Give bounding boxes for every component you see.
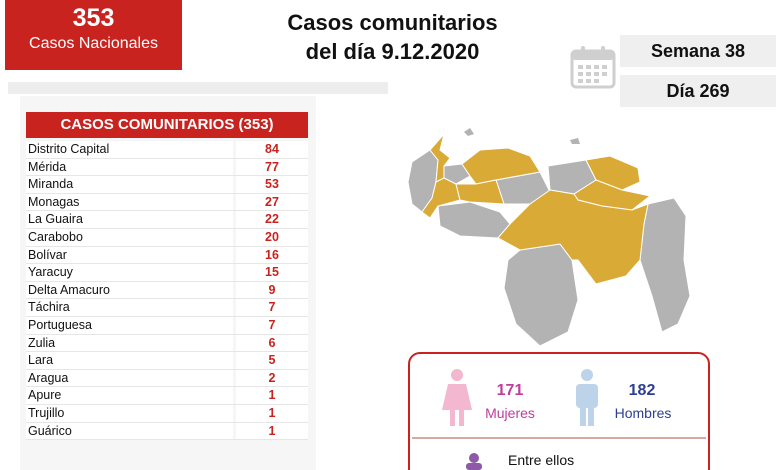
table-row: Delta Amacuro 9 (26, 281, 308, 300)
state-cases: 1 (233, 422, 308, 440)
state-name: Aragua (28, 370, 69, 385)
male-person-icon (576, 369, 598, 426)
state-cases: 6 (233, 334, 308, 352)
state-name: Delta Amacuro (28, 282, 110, 297)
state-name: La Guaira (28, 212, 83, 227)
divider-strip (8, 82, 388, 94)
state-cases: 20 (233, 228, 308, 246)
state-cases: 5 (233, 352, 308, 369)
state-cases: 1 (233, 387, 308, 404)
venezuela-map (407, 128, 691, 347)
table-row: Guárico 1 (26, 422, 308, 441)
male-count: 182 (628, 382, 656, 399)
table-row: Miranda 53 (26, 176, 308, 194)
table-row: Aragua 2 (26, 369, 308, 388)
state-cases: 2 (233, 369, 308, 387)
state-name: Zulia (28, 335, 56, 350)
gender-divider (412, 437, 706, 439)
state-cases: 7 (233, 316, 308, 334)
map-region-bolivar (497, 189, 649, 285)
table-row: Apure 1 (26, 387, 308, 405)
state-cases: 53 (233, 176, 308, 193)
map-region-west (429, 133, 451, 183)
map-region-amazonas (503, 243, 579, 347)
national-cases-number: 353 (72, 4, 115, 32)
state-name: Monagas (28, 194, 80, 209)
table-row: Distrito Capital 84 (26, 141, 308, 159)
state-name: Apure (28, 388, 62, 403)
state-name: Miranda (28, 177, 74, 192)
female-count: 171 (496, 382, 524, 399)
table-row: Carabobo 20 (26, 228, 308, 247)
map-region-portuguesa (455, 179, 505, 205)
female-person-icon (442, 369, 472, 426)
national-cases-card: 353 Casos Nacionales (5, 0, 182, 70)
week-box: Semana 38 (620, 35, 776, 67)
table-row: Monagas 27 (26, 193, 308, 212)
entre-ellos-text: Entre ellos (508, 452, 575, 468)
map-region-center (461, 147, 541, 185)
state-cases: 15 (233, 264, 308, 281)
state-cases: 27 (233, 193, 308, 211)
table-row: Trujillo 1 (26, 404, 308, 423)
table-row: Yaracuy 15 (26, 264, 308, 282)
national-cases-label: Casos Nacionales (29, 35, 158, 52)
state-cases: 84 (233, 141, 308, 158)
state-name: Yaracuy (28, 265, 73, 280)
state-cases: 16 (233, 246, 308, 264)
state-name: Guárico (28, 423, 72, 438)
table-row: Bolívar 16 (26, 246, 308, 265)
state-name: Trujillo (28, 405, 65, 420)
day-box: Día 269 (620, 75, 776, 107)
map-region-essequibo (639, 197, 691, 333)
state-name: Lara (28, 353, 54, 368)
state-name: Portuguesa (28, 317, 92, 332)
state-name: Táchira (28, 300, 70, 315)
calendar-icon (570, 46, 616, 89)
title-line-2: del día 9.12.2020 (305, 39, 480, 64)
table-row: Zulia 6 (26, 334, 308, 353)
map-region-apure (437, 201, 511, 239)
map-region-islands (464, 128, 580, 144)
state-cases: 7 (233, 299, 308, 316)
female-label: Mujeres (485, 405, 535, 421)
page-title: Casos comunitarios del día 9.12.2020 (250, 8, 535, 66)
state-name: Carabobo (28, 229, 83, 244)
state-cases: 77 (233, 158, 308, 176)
table-row: Lara 5 (26, 352, 308, 370)
table-row: Táchira 7 (26, 299, 308, 317)
state-cases: 22 (233, 211, 308, 228)
cases-table: Distrito Capital 84 Mérida 77 Miranda 53 Monag… (26, 141, 308, 441)
table-row: La Guaira 22 (26, 211, 308, 229)
state-name: Distrito Capital (28, 142, 110, 156)
male-label: Hombres (614, 405, 672, 421)
state-name: Mérida (28, 159, 67, 174)
state-cases: 9 (233, 281, 308, 299)
title-line-1: Casos comunitarios (287, 10, 498, 35)
table-row: Mérida 77 (26, 158, 308, 177)
state-name: Bolívar (28, 247, 67, 262)
table-row: Portuguesa 7 (26, 316, 308, 335)
table-header: CASOS COMUNITARIOS (353) (26, 112, 308, 138)
group-icon (466, 453, 482, 470)
state-cases: 1 (233, 404, 308, 422)
